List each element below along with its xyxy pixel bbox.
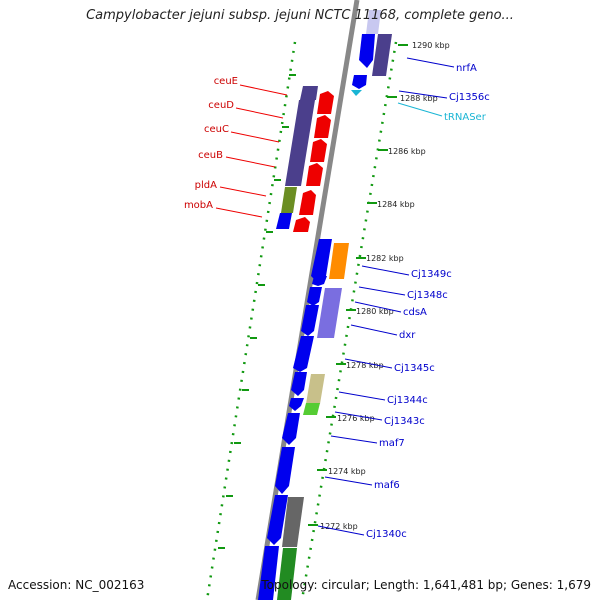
gene-Cj1343c-green[interactable] (303, 403, 320, 415)
gene-ceu-operon-block[interactable] (285, 100, 315, 186)
gene-maf7[interactable] (282, 413, 300, 445)
leader-Cj1340c (317, 525, 365, 536)
gene-Cj1356c[interactable] (352, 75, 367, 89)
gene-dxr[interactable] (317, 288, 342, 338)
gene-cdsA[interactable] (301, 305, 319, 336)
tick-label-1288: 1288 kbp (400, 94, 438, 103)
label-pldA[interactable]: pldA (195, 180, 217, 191)
gene-Cj1344c[interactable] (291, 372, 307, 396)
topology-text: Topology: circular; Length: 1,641,481 bp… (261, 578, 591, 592)
tick-label-1286: 1286 kbp (388, 147, 426, 156)
gene-pldA[interactable] (281, 187, 297, 213)
leader-Cj1348c (358, 286, 406, 296)
label-Cj1348c[interactable]: Cj1348c (407, 290, 448, 301)
gene-ceuC[interactable] (310, 139, 327, 162)
leader-Cj1343c (334, 411, 383, 421)
label-tRNASer[interactable]: tRNASer (444, 112, 487, 123)
label-Cj1345c[interactable]: Cj1345c (394, 363, 435, 374)
tick-label-1280: 1280 kbp (356, 307, 394, 316)
gene-ceuE[interactable] (317, 91, 334, 114)
label-Cj1349c[interactable]: Cj1349c (411, 269, 452, 280)
tick-label-1272: 1272 kbp (320, 522, 358, 531)
tick-label-1284: 1284 kbp (377, 200, 415, 209)
gene-bottom-blue[interactable] (258, 546, 279, 600)
gene-faded (366, 10, 381, 34)
label-Cj1340c[interactable]: Cj1340c (366, 529, 407, 540)
leader-pldA (219, 186, 267, 197)
leader-ceuB (225, 156, 276, 168)
leader-maf7 (330, 435, 378, 444)
gene-Cj1348c[interactable] (307, 287, 322, 306)
leader-ceuD (235, 107, 284, 119)
label-nrfA[interactable]: nrfA (456, 63, 477, 74)
gene-ceuE-cassette[interactable] (300, 86, 318, 100)
gene-tRNASer[interactable] (351, 90, 362, 96)
map-title: Campylobacter jejuni subsp. jejuni NCTC … (86, 8, 514, 23)
gene-mobA[interactable] (276, 213, 292, 229)
tick-label-1290: 1290 kbp (412, 41, 450, 50)
label-ceuC[interactable]: ceuC (204, 124, 229, 135)
leader-Cj1356c (398, 90, 448, 99)
gene-ceuB[interactable] (306, 163, 323, 186)
leader-mobA (215, 207, 263, 218)
tick-label-1282: 1282 kbp (366, 254, 404, 263)
label-dxr[interactable]: dxr (399, 330, 416, 341)
label-Cj1343c[interactable]: Cj1343c (384, 416, 425, 427)
gene-Cj1344c-tan[interactable] (306, 374, 325, 404)
leader-ceuE (239, 84, 288, 96)
gene-ceuB-2[interactable] (299, 190, 316, 215)
leader-nrfA (406, 57, 455, 68)
leader-Cj1344c (338, 391, 386, 401)
leader-tRNASer (397, 102, 443, 117)
gene-nrfA[interactable] (359, 34, 375, 68)
accession-text: Accession: NC_002163 (8, 578, 145, 592)
leader-cdsA (354, 301, 402, 313)
label-ceuE[interactable]: ceuE (214, 76, 238, 87)
leader-maf6 (324, 476, 373, 486)
tick-label-1276: 1276 kbp (337, 414, 375, 423)
gene-Cj1345c[interactable] (293, 336, 314, 372)
leader-dxr (350, 324, 398, 336)
gene-Cj1348c-small[interactable] (312, 276, 327, 286)
gene-ceuD[interactable] (314, 115, 331, 138)
leader-Cj1345c (344, 358, 393, 369)
label-maf6[interactable]: maf6 (374, 480, 400, 491)
gene-Cj1343c[interactable] (289, 398, 304, 411)
gene-Cj1349c-orange[interactable] (329, 243, 349, 279)
label-mobA[interactable]: mobA (184, 200, 213, 211)
gene-bottom-green[interactable] (277, 548, 297, 600)
gene-nrfA-partner[interactable] (372, 34, 392, 76)
label-cdsA[interactable]: cdsA (403, 307, 427, 318)
gene-Cj1340c[interactable] (267, 495, 288, 545)
tick-label-1274: 1274 kbp (328, 467, 366, 476)
label-ceuD[interactable]: ceuD (208, 100, 234, 111)
tick-label-1278: 1278 kbp (346, 361, 384, 370)
label-maf7[interactable]: maf7 (379, 438, 405, 449)
label-Cj1356c[interactable]: Cj1356c (449, 92, 490, 103)
label-ceuB[interactable]: ceuB (198, 150, 223, 161)
gene-mobA-arrow[interactable] (293, 217, 310, 232)
label-Cj1344c[interactable]: Cj1344c (387, 395, 428, 406)
gene-maf6[interactable] (275, 447, 295, 494)
leader-Cj1349c (361, 265, 410, 276)
gene-Cj1349c[interactable] (311, 239, 332, 283)
gene-Cj1340c-grey[interactable] (282, 497, 304, 547)
leader-ceuC (230, 131, 280, 143)
